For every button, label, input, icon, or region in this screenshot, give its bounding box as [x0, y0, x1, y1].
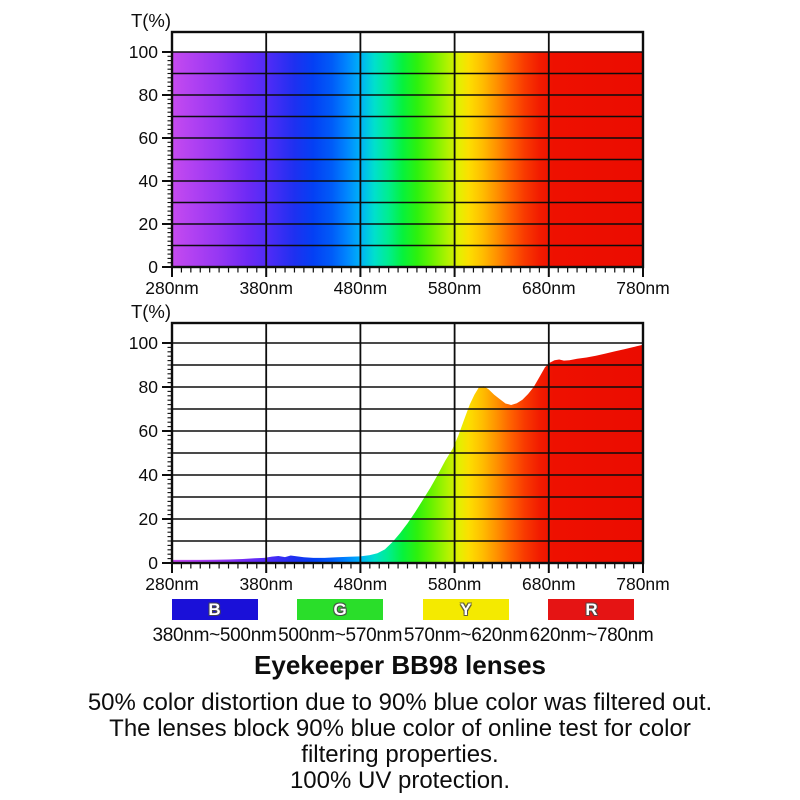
legend-swatch-red: R: [548, 599, 635, 620]
y-axis-ticks: [162, 342, 172, 564]
y-tick-label: 60: [139, 421, 159, 441]
legend-swatch-yellow: Y: [422, 599, 509, 620]
x-tick-label: 780nm: [616, 278, 670, 298]
vertical-gridlines: [265, 32, 550, 267]
caption-line-3: filtering properties.: [301, 741, 499, 768]
legend-letter-blue: B: [208, 600, 221, 619]
legend-letter-yellow: Y: [460, 600, 472, 619]
caption-line-2: The lenses block 90% blue color of onlin…: [109, 715, 691, 742]
legend-range-red: 620nm~780nm: [529, 625, 654, 646]
x-tick-label: 480nm: [334, 278, 388, 298]
y-tick-label: 0: [148, 553, 158, 573]
legend-item-blue: B 380nm~500nm: [152, 599, 277, 647]
y-tick-label: 100: [129, 333, 158, 353]
x-axis-ticks: [171, 563, 644, 573]
legend-range-green: 500nm~570nm: [278, 625, 403, 646]
lens-transmission-chart: 0 20 40 60 80 100 280nm 380nm 480nm 580nm 680nm 780…: [129, 301, 670, 594]
legend-item-yellow: Y 570nm~620nm: [403, 599, 528, 647]
y-tick-label: 0: [148, 257, 158, 277]
legend-range-yellow: 570nm~620nm: [403, 625, 528, 646]
horizontal-gridlines: [172, 342, 643, 542]
y-tick-label: 100: [129, 42, 158, 62]
vertical-gridlines: [265, 323, 550, 563]
legend-range-blue: 380nm~500nm: [152, 625, 277, 646]
horizontal-gridlines: [172, 51, 643, 247]
legend-item-red: R 620nm~780nm: [529, 599, 654, 647]
x-tick-label: 280nm: [145, 574, 199, 594]
x-tick-label: 480nm: [334, 574, 388, 594]
y-tick-label: 20: [139, 214, 159, 234]
y-tick-label: 40: [139, 465, 159, 485]
x-tick-label: 680nm: [522, 574, 576, 594]
caption-line-4: 100% UV protection.: [289, 767, 511, 794]
spectrum-reference-chart: 0 20 40 60 80 100 280nm 380nm 480nm 580nm 680nm 780…: [129, 10, 670, 298]
spectrum-charts: 0 20 40 60 80 100 280nm 380nm 480nm 580nm 680nm 780…: [129, 10, 670, 594]
y-tick-label: 60: [139, 128, 159, 148]
y-axis-ticks: [162, 51, 172, 268]
legend-swatch-green: G: [297, 599, 384, 620]
transmission-curve-area: [172, 344, 643, 563]
y-tick-label: 20: [139, 509, 159, 529]
legend-letter-red: R: [585, 600, 598, 619]
y-tick-label: 80: [139, 85, 159, 105]
legend-item-green: G 500nm~570nm: [278, 599, 403, 647]
x-tick-label: 580nm: [428, 278, 482, 298]
caption-title: Eyekeeper BB98 lenses: [254, 650, 546, 680]
legend-letter-green: G: [333, 600, 347, 619]
x-tick-label: 380nm: [239, 278, 293, 298]
y-axis-label: T(%): [131, 10, 171, 31]
x-tick-label: 780nm: [616, 574, 670, 594]
x-tick-label: 580nm: [428, 574, 482, 594]
y-tick-label: 80: [139, 377, 159, 397]
y-axis-label: T(%): [131, 301, 171, 322]
x-tick-label: 280nm: [145, 278, 199, 298]
y-tick-label: 40: [139, 171, 159, 191]
caption: Eyekeeper BB98 lenses 50% color distorti…: [0, 650, 800, 794]
x-tick-label: 680nm: [522, 278, 576, 298]
legend: B 380nm~500nm G 500nm~570nm Y 570nm~620n…: [152, 599, 654, 647]
caption-line-1: 50% color distortion due to 90% blue col…: [87, 689, 713, 716]
legend-swatch-blue: B: [171, 599, 258, 620]
x-axis-ticks: [171, 267, 644, 277]
x-tick-label: 380nm: [239, 574, 293, 594]
